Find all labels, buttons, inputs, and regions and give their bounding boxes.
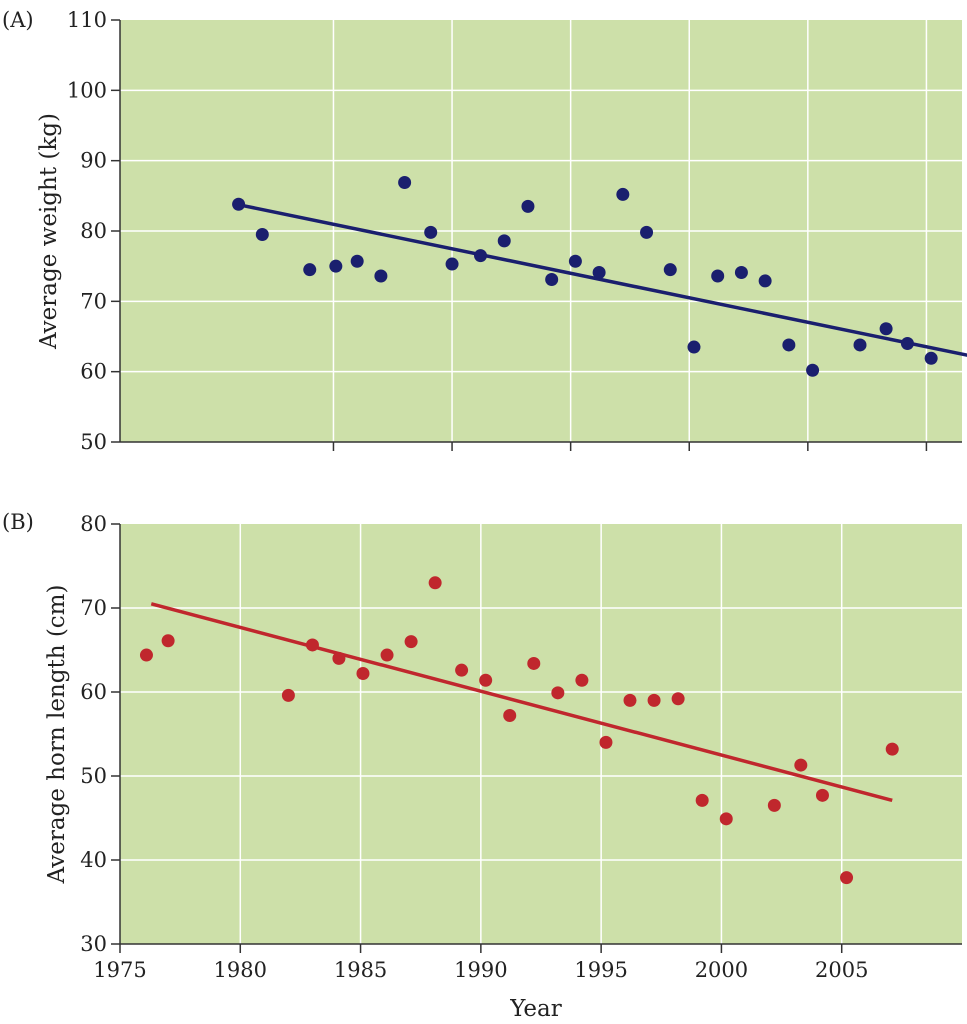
trend-line-b [150,602,893,803]
data-point-a [806,363,820,377]
data-point-b [840,871,854,885]
axes-b [119,524,962,945]
data-point-b [695,793,709,807]
data-point-b [623,693,637,707]
y-tick-label-a: 50 [80,430,107,454]
data-point-b [404,635,418,649]
trend-line-a [242,203,967,357]
y-tick-label-a: 80 [80,219,107,243]
x-tick-label-b: 1975 [93,958,146,982]
data-point-b [305,638,319,652]
data-point-a [255,228,269,242]
data-point-a [329,259,343,273]
x-tick-label-b: 1995 [574,958,627,982]
data-point-a [758,274,772,288]
points-b [139,576,899,885]
y-tick-label-a: 110 [67,8,107,32]
data-point-a [374,269,388,283]
data-point-b [527,656,541,670]
x-tick-label-b: 1985 [334,958,387,982]
data-point-a [640,225,654,239]
data-point-b [719,812,733,826]
data-point-a [232,197,246,211]
data-point-a [616,187,630,201]
panel-label-a: (A) [2,8,34,32]
y-tick-label-a: 70 [80,289,107,313]
data-point-a [474,249,488,263]
y-tick-label-b: 70 [80,596,107,620]
data-point-a [782,338,796,352]
data-point-b [767,798,781,812]
panel-label-b: (B) [2,510,34,534]
data-point-b [332,651,346,665]
panel-b: (B) 30 40 50 60 70 80 1975 1980 1985 1990 1995 2000… [2,510,962,1022]
x-tick-label-b: 2005 [815,958,868,982]
data-point-a [879,322,893,336]
data-point-a [545,273,559,287]
data-point-b [647,693,661,707]
data-point-a [924,351,938,365]
data-point-b [885,742,899,756]
panel-a: (A) 50 60 70 80 90 100 110 Average weight (kg) [2,8,967,454]
data-point-a [734,265,748,279]
ticks-b: 30 40 50 60 70 80 1975 1980 1985 1990 1995 2000 2005 [80,512,868,982]
y-ticks-a: 50 60 70 80 90 100 110 [67,8,928,454]
trend-a [242,203,967,357]
x-tick-label-b: 1980 [214,958,267,982]
plot-area-b [120,524,962,944]
data-point-b [551,686,565,700]
data-point-b [794,758,808,772]
data-point-b [380,648,394,662]
data-point-b [815,788,829,802]
points-a [232,175,938,377]
y-tick-label-b: 30 [80,932,107,956]
data-point-b [356,667,370,681]
y-tick-label-b: 40 [80,848,107,872]
y-tick-label-b: 50 [80,764,107,788]
data-point-b [281,688,295,702]
data-point-a [687,340,701,354]
data-point-b [139,648,153,662]
data-point-b [671,692,685,706]
data-point-a [568,254,582,268]
x-axis-label: Year [509,996,562,1022]
y-axis-label-b: Average horn length (cm) [44,585,70,885]
data-point-a [663,263,677,277]
y-tick-label-a: 90 [80,149,107,173]
y-tick-label-a: 60 [80,360,107,384]
data-point-a [424,225,438,239]
data-point-a [900,337,914,351]
y-tick-label-a: 100 [67,78,107,102]
y-tick-label-b: 60 [80,680,107,704]
data-point-a [592,265,606,279]
data-point-a [350,254,364,268]
grid-b [120,524,962,944]
data-point-b [455,663,469,677]
x-tick-label-b: 2000 [695,958,748,982]
data-point-b [503,709,517,723]
data-point-a [497,234,511,248]
trend-b [150,602,893,803]
data-point-a [398,175,412,189]
data-point-b [428,576,442,590]
x-tick-label-b: 1990 [454,958,507,982]
y-axis-label-a: Average weight (kg) [36,113,62,350]
data-point-b [575,673,589,687]
data-point-a [853,338,867,352]
data-point-b [161,634,175,648]
data-point-a [303,263,317,277]
data-point-a [521,199,535,213]
y-tick-label-b: 80 [80,512,107,536]
data-point-a [445,257,459,271]
data-point-b [479,673,493,687]
data-point-a [711,269,725,283]
data-point-b [599,735,613,749]
